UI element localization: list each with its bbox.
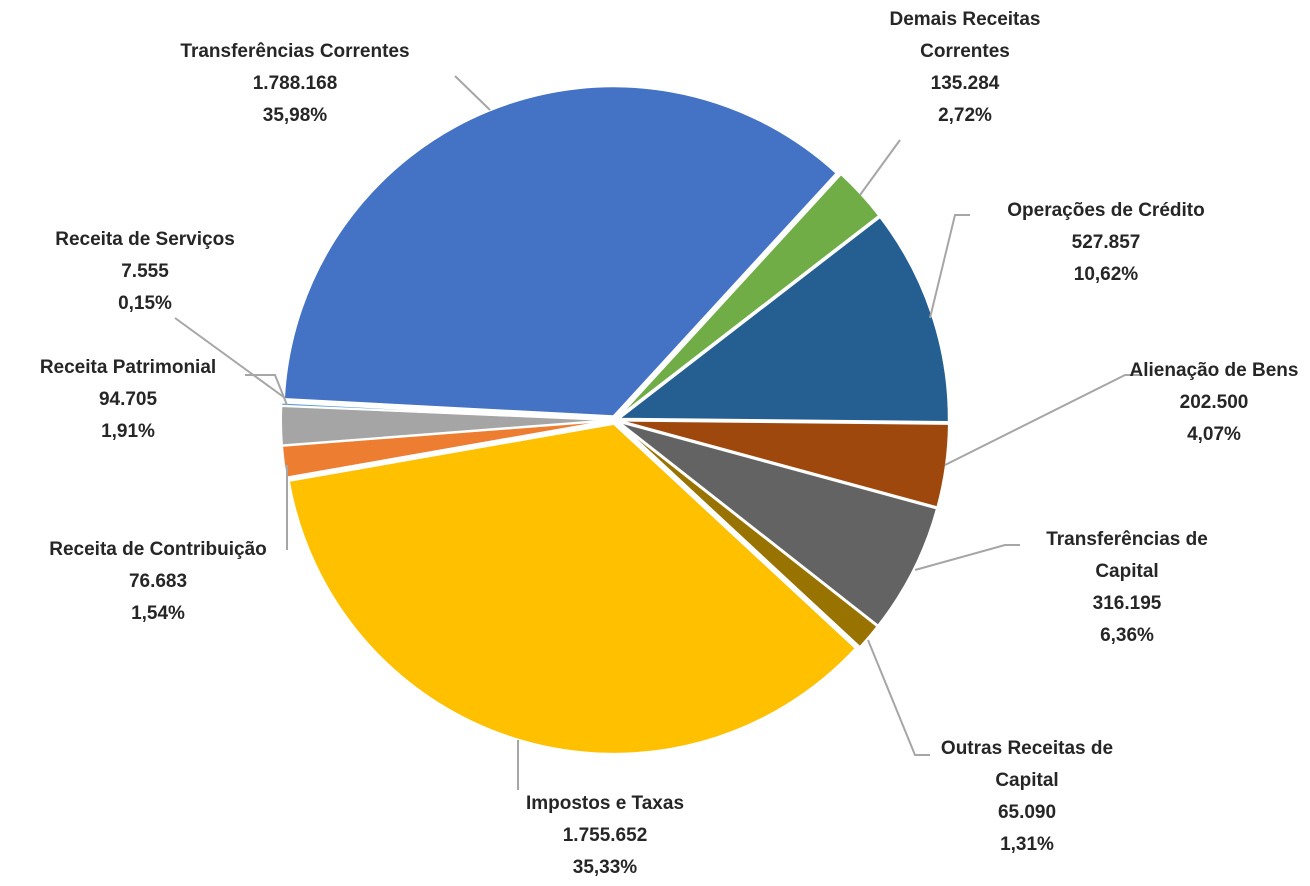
- percent-label: 6,36%: [1100, 625, 1154, 646]
- pie-slice: [617, 420, 939, 628]
- percent-label: 4,07%: [1187, 424, 1241, 445]
- value-label: 202.500: [1180, 392, 1249, 413]
- value-label: 76.683: [129, 571, 187, 592]
- slice-label: Receita de Contribuição: [49, 539, 267, 560]
- percent-label: 35,98%: [263, 105, 328, 126]
- slice-label: Receita Patrimonial: [40, 357, 216, 378]
- percent-label: 1,91%: [101, 421, 155, 442]
- value-label: 316.195: [1093, 593, 1162, 614]
- value-label: 1.755.652: [563, 825, 648, 846]
- percent-label: 1,31%: [1000, 834, 1054, 855]
- leader-line: [245, 374, 288, 406]
- pie-slice: [280, 401, 612, 421]
- pie-slice: [617, 421, 879, 649]
- leader-line: [867, 639, 930, 756]
- percent-label: 1,54%: [131, 603, 185, 624]
- value-label: 135.284: [931, 73, 1000, 94]
- slice-label: Transferências de Capital: [1046, 529, 1208, 582]
- slice-label: Impostos e Taxas: [526, 793, 684, 814]
- slice-label: Transferências Correntes: [180, 41, 409, 62]
- pie-slice: [287, 422, 858, 755]
- pie-slice: [282, 85, 838, 418]
- leader-line: [914, 544, 1020, 571]
- leader-line: [944, 374, 1140, 466]
- leader-line: [174, 317, 286, 399]
- slice-label: Outras Receitas de Capital: [941, 738, 1113, 791]
- slice-label: Alienação de Bens: [1130, 360, 1299, 381]
- percent-label: 10,62%: [1074, 264, 1139, 285]
- percent-label: 2,72%: [938, 105, 992, 126]
- leader-line: [454, 75, 491, 111]
- slice-label: Receita de Serviços: [55, 229, 235, 250]
- leader-line: [859, 139, 901, 196]
- leader-line: [929, 214, 970, 319]
- pie-slice: [618, 419, 950, 509]
- value-label: 7.555: [121, 261, 169, 282]
- value-label: 1.788.168: [253, 73, 338, 94]
- value-label: 65.090: [998, 802, 1056, 823]
- value-label: 94.705: [99, 389, 158, 410]
- slice-label: Operações de Crédito: [1007, 200, 1204, 221]
- value-label: 527.857: [1072, 232, 1141, 253]
- percent-label: 35,33%: [573, 857, 638, 878]
- percent-label: 0,15%: [118, 293, 172, 314]
- slice-label: Demais Receitas Correntes: [889, 9, 1040, 62]
